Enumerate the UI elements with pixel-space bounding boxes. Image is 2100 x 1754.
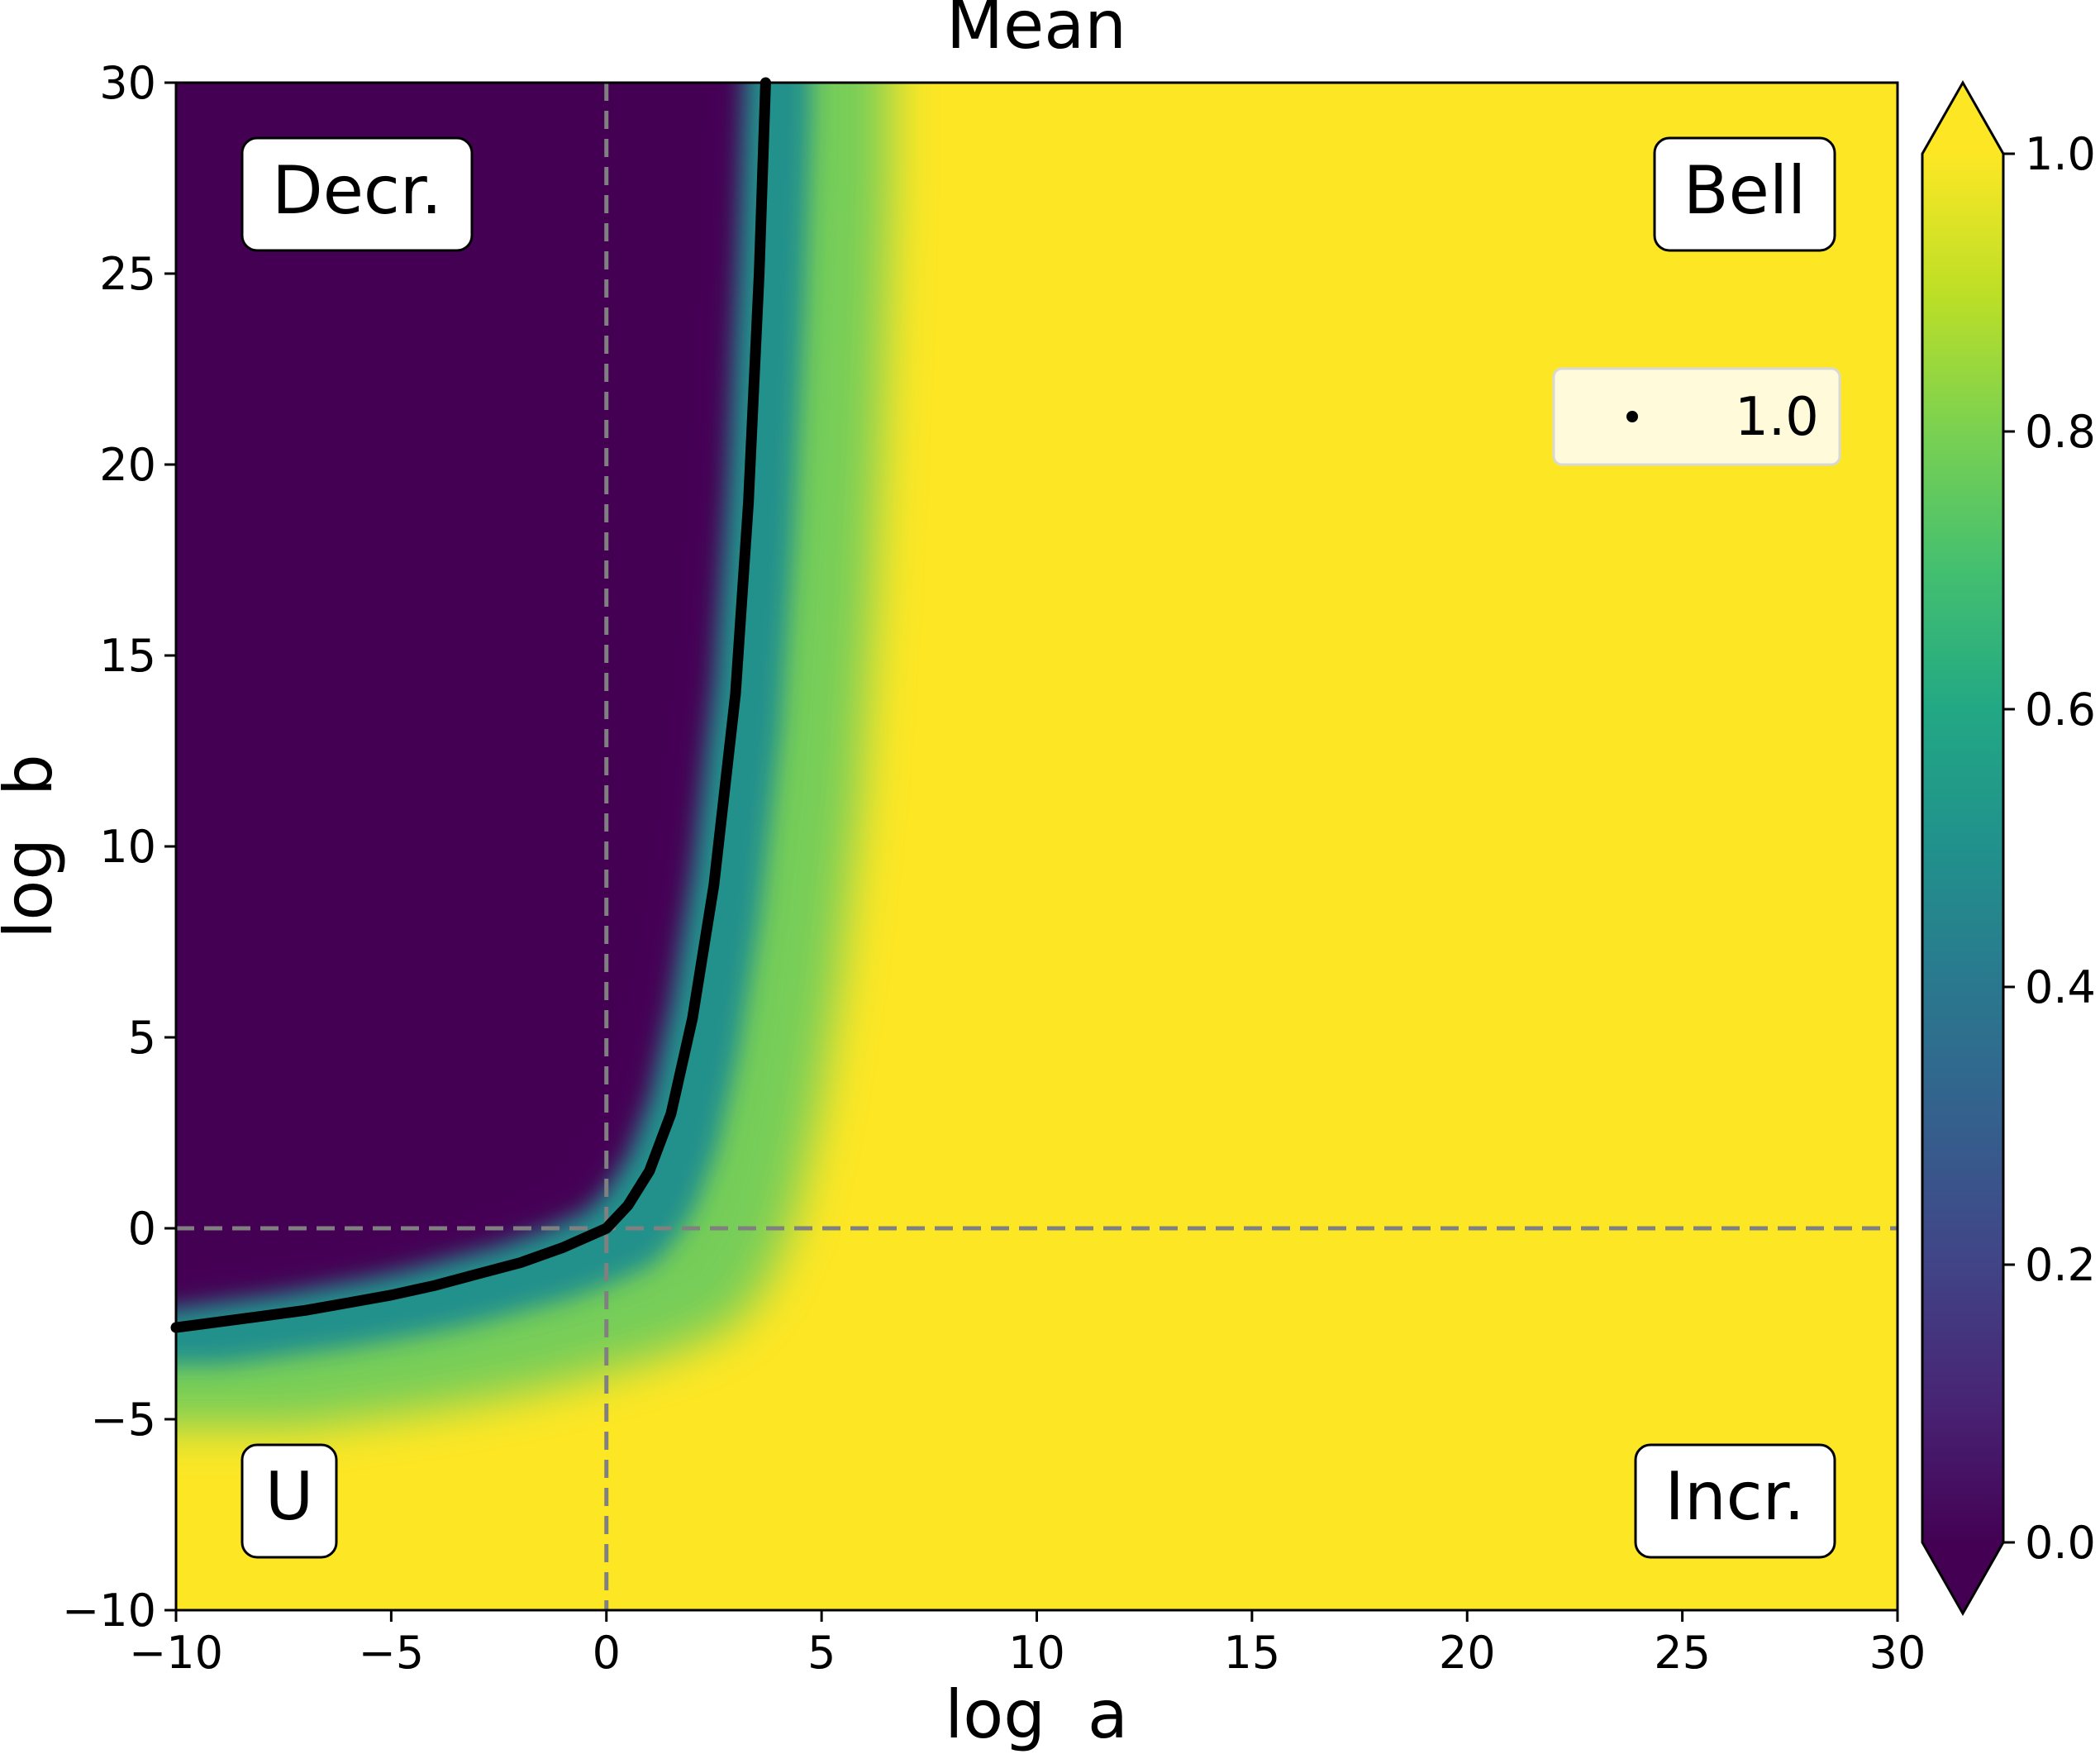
contour-line bbox=[170, 77, 771, 1333]
region-label-incr: Incr. bbox=[1634, 1443, 1836, 1559]
y-tick-label: 5 bbox=[128, 1012, 156, 1064]
y-axis: −10 −5 0 5 10 15 20 25 30 bbox=[62, 57, 176, 1637]
colorbar-tick-label: 0.4 bbox=[2025, 961, 2096, 1013]
heatmap-low-region-core bbox=[176, 83, 707, 1270]
colorbar-tick-label: 1.0 bbox=[2025, 128, 2096, 180]
legend-box bbox=[1552, 367, 1841, 466]
region-label-bell: Bell bbox=[1653, 136, 1836, 252]
reference-lines bbox=[176, 83, 1898, 1610]
colorbar-ticks: 0.0 0.2 0.4 0.6 0.8 1.0 bbox=[2003, 128, 2096, 1569]
colorbar-tick-label: 0.2 bbox=[2025, 1239, 2096, 1291]
x-tick-label: 0 bbox=[593, 1627, 621, 1679]
plot-area bbox=[176, 83, 1898, 1610]
y-tick-label: −10 bbox=[62, 1585, 156, 1637]
colorbar-body bbox=[1922, 154, 2003, 1542]
x-tick-label: 10 bbox=[1008, 1627, 1065, 1679]
legend: 1.0 bbox=[1552, 367, 1841, 466]
region-label-decr: Decr. bbox=[240, 136, 474, 252]
x-tick-label: 20 bbox=[1439, 1627, 1496, 1679]
region-label-u-text: U bbox=[265, 1458, 314, 1535]
y-tick-label: 30 bbox=[99, 57, 156, 109]
y-tick-label: 10 bbox=[99, 821, 156, 873]
y-tick-label: 20 bbox=[99, 439, 156, 491]
y-axis-label: log b bbox=[0, 754, 67, 939]
chart-title: Mean bbox=[946, 0, 1126, 64]
colorbar-tick-label: 0.0 bbox=[2025, 1517, 2096, 1569]
colorbar-extend-max bbox=[1922, 83, 2003, 154]
region-label-bell-text: Bell bbox=[1683, 152, 1807, 229]
region-label-decr-text: Decr. bbox=[272, 152, 442, 229]
x-tick-label: 5 bbox=[807, 1627, 836, 1679]
x-tick-label: 15 bbox=[1224, 1627, 1281, 1679]
colorbar-tick-label: 0.6 bbox=[2025, 684, 2096, 736]
x-tick-label: 30 bbox=[1869, 1627, 1926, 1679]
x-tick-label: −5 bbox=[359, 1627, 425, 1679]
x-tick-label: −10 bbox=[129, 1627, 223, 1679]
colorbar-tick-label: 0.8 bbox=[2025, 406, 2096, 458]
region-label-u: U bbox=[240, 1443, 338, 1559]
y-tick-label: −5 bbox=[90, 1394, 156, 1446]
x-tick-label: 25 bbox=[1654, 1627, 1711, 1679]
legend-marker bbox=[1626, 411, 1638, 422]
y-tick-label: 25 bbox=[99, 248, 156, 300]
x-axis-label: log a bbox=[945, 1676, 1128, 1753]
region-label-incr-text: Incr. bbox=[1664, 1458, 1804, 1535]
colorbar-extend-min bbox=[1922, 1542, 2003, 1613]
y-tick-label: 15 bbox=[99, 630, 156, 682]
colorbar: 0.0 0.2 0.4 0.6 0.8 1.0 bbox=[1921, 79, 2096, 1617]
y-tick-label: 0 bbox=[128, 1203, 156, 1255]
x-axis: −10 −5 0 5 10 15 20 25 30 bbox=[129, 1610, 1926, 1679]
legend-label: 1.0 bbox=[1735, 387, 1819, 448]
